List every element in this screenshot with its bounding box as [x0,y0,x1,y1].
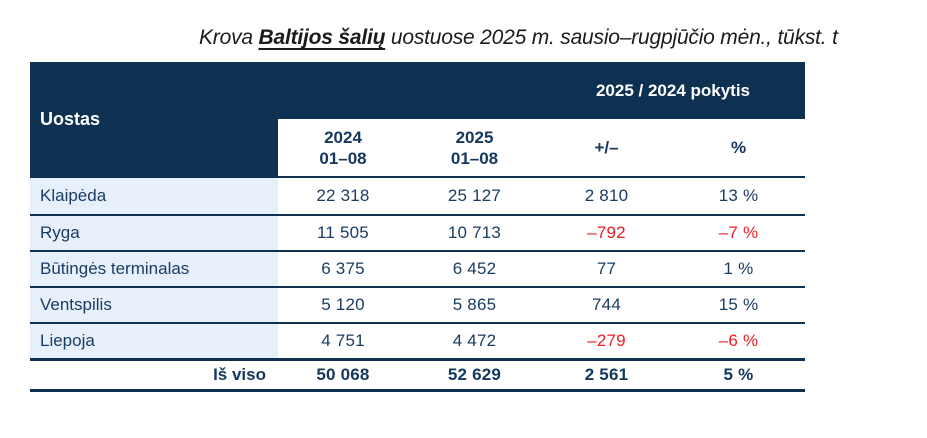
port-name-cell: Būtingės terminalas [30,252,278,286]
title-suffix: uostuose 2025 m. sausio–rugpjūčio mėn., … [385,26,838,49]
pct-cell: 15 % [718,295,759,314]
pct-cell: 13 % [718,186,759,205]
header-col-2024-year: 2024 [324,127,362,147]
total-row: Iš viso 50 068 52 629 2 561 5 % [30,358,805,392]
table-header: Uostas 2025 / 2024 pokytis 2024 01–08 20… [30,62,805,178]
value-2025-cell: 5 865 [452,295,497,314]
table-row-butinges-terminalas: Būtingės terminalas 6 375 6 452 77 1 % [30,250,805,286]
header-col-2025: 2025 01–08 [408,119,541,176]
header-col-2024-months: 01–08 [319,148,367,168]
table-row-liepoja: Liepoja 4 751 4 472 –279 –6 % [30,322,805,358]
port-name-cell: Ventspilis [30,288,278,322]
value-2025-cell: 10 713 [447,223,502,242]
pct-cell: –6 % [718,331,759,350]
header-change-label: 2025 / 2024 pokytis [595,80,751,100]
pct-cell: 1 % [723,259,754,278]
table-row-ventspilis: Ventspilis 5 120 5 865 744 15 % [30,286,805,322]
port-name-cell: Ryga [30,216,278,250]
value-2025-cell: 25 127 [447,186,502,205]
ports-cargo-table: Uostas 2025 / 2024 pokytis 2024 01–08 20… [30,62,805,392]
total-2024-cell: 50 068 [316,365,370,384]
header-col-2025-year: 2025 [455,127,494,147]
header-port-label: Uostas [40,108,101,129]
title-highlight: Baltijos šalių [258,26,386,49]
value-2024-cell: 4 751 [321,331,365,350]
page-title: Krova Baltijos šalių uostuose 2025 m. sa… [199,26,838,50]
diff-cell: 77 [596,259,617,278]
total-diff-cell: 2 561 [584,365,629,384]
value-2025-cell: 6 452 [452,259,497,278]
total-2025-cell: 52 629 [447,365,502,384]
value-2024-cell: 6 375 [321,259,365,278]
diff-cell: –279 [587,331,626,350]
table-row-klaipeda: Klaipėda 22 318 25 127 2 810 13 % [30,178,805,214]
diff-cell: 2 810 [584,186,629,205]
title-prefix: Krova [199,26,259,49]
table-row-ryga: Ryga 11 505 10 713 –792 –7 % [30,214,805,250]
header-col-2024: 2024 01–08 [278,119,408,176]
pct-cell: –7 % [718,223,759,242]
value-2024-cell: 5 120 [321,295,365,314]
header-col-pct: % [672,119,805,176]
diff-cell: 744 [592,295,621,314]
value-2024-cell: 22 318 [316,186,370,205]
header-col-2025-months: 01–08 [450,148,499,168]
total-pct-cell: 5 % [723,365,754,384]
port-name-cell: Liepoja [30,324,278,358]
value-2025-cell: 4 472 [452,331,497,350]
port-name-cell: Klaipėda [30,178,278,214]
value-2024-cell: 11 505 [317,223,369,242]
diff-cell: –792 [587,223,626,242]
header-spacer [278,62,541,119]
total-label: Iš viso [30,361,278,389]
header-col-diff: +/– [541,119,672,176]
